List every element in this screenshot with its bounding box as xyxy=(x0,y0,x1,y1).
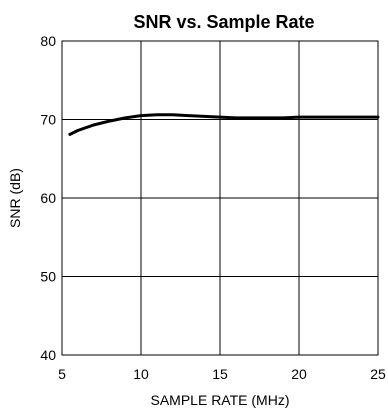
series-line-0 xyxy=(68,113,380,136)
x-tick-labels: 5 10 15 20 25 xyxy=(58,366,386,382)
x-tick-label: 10 xyxy=(133,366,149,382)
plot-frame xyxy=(61,40,379,356)
grid xyxy=(61,40,379,356)
chart-title: SNR vs. Sample Rate xyxy=(133,12,314,32)
y-tick-label: 60 xyxy=(40,190,56,206)
x-tick-label: 15 xyxy=(212,366,228,382)
y-tick-label: 40 xyxy=(40,347,56,363)
y-tick-label: 80 xyxy=(40,33,56,49)
x-tick-label: 20 xyxy=(291,366,307,382)
y-tick-labels: 40 50 60 70 80 xyxy=(40,33,56,363)
y-tick-label: 70 xyxy=(40,112,56,128)
x-axis-label: SAMPLE RATE (MHz) xyxy=(151,392,290,408)
series-layer xyxy=(68,113,380,136)
x-tick-label: 25 xyxy=(370,366,386,382)
y-tick-label: 50 xyxy=(40,269,56,285)
y-axis-label: SNR (dB) xyxy=(7,168,23,228)
x-tick-label: 5 xyxy=(58,366,66,382)
